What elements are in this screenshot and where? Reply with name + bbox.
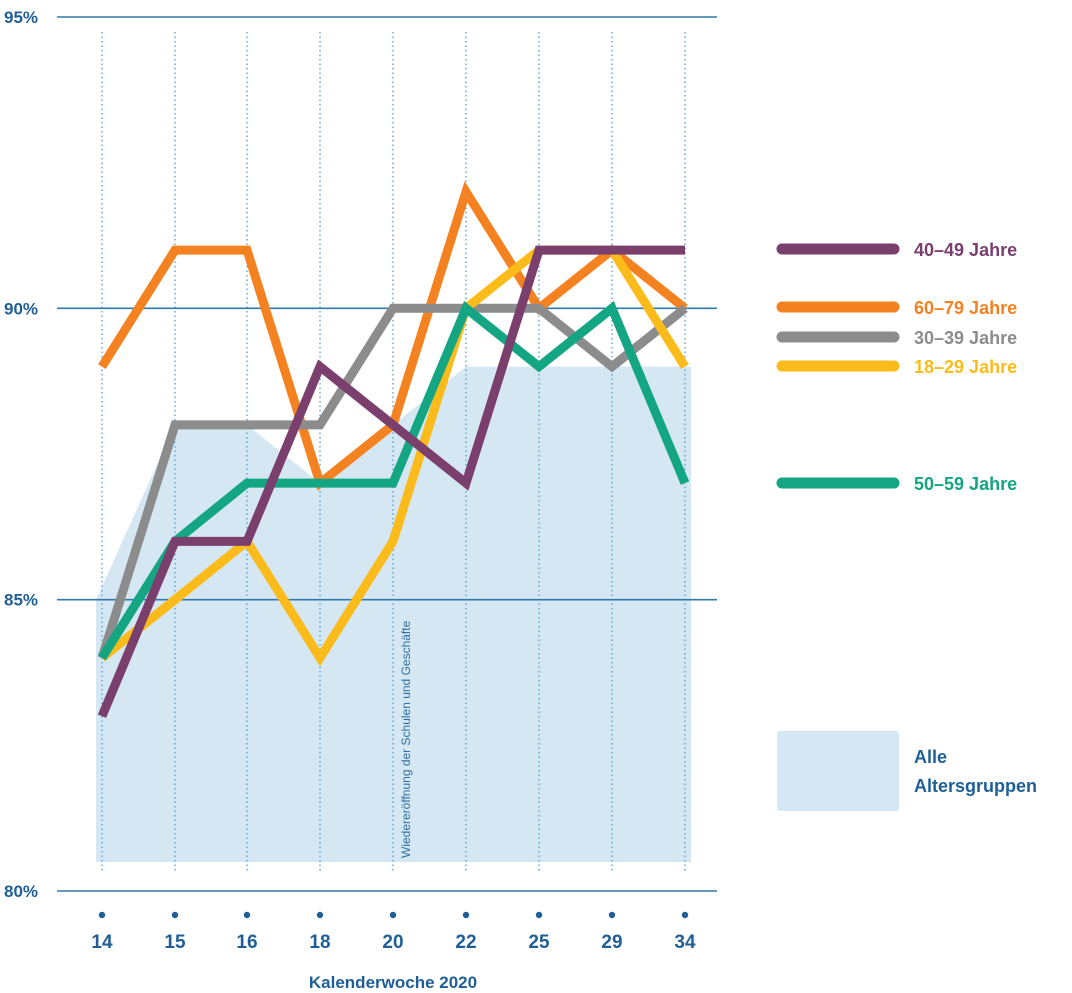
y-tick-90: 90% (4, 299, 38, 318)
x-tick-dot-14 (98, 911, 106, 919)
x-tick-18: 18 (309, 932, 330, 953)
x-tick-labels: 14 15 16 18 20 22 25 29 34 (91, 911, 696, 953)
series-line-50-59-jahre (98, 301, 690, 661)
area-layer (96, 366, 691, 862)
x-tick-20: 20 (382, 932, 403, 953)
series-line-30-39-jahre (97, 303, 688, 660)
series-line-40-49-jahre (97, 245, 685, 718)
x-tick-dot-20 (389, 911, 397, 919)
y-tick-80: 80% (4, 882, 38, 901)
legend-label-40-49-jahre: 40–49 Jahre (914, 240, 1017, 260)
x-axis-label: Kalenderwoche 2020 (309, 973, 477, 992)
x-tick-dot-22 (462, 911, 470, 919)
y-tick-85: 85% (4, 591, 38, 610)
x-tick-34: 34 (674, 932, 696, 953)
x-tick-16: 16 (236, 932, 257, 953)
x-tick-dot-29 (608, 911, 616, 919)
x-tick-dot-34 (681, 911, 689, 919)
y-tick-95: 95% (4, 8, 38, 27)
legend-label-alle-altersgruppen-line-1: Alle (914, 747, 947, 767)
legend-label-18-29-jahre: 18–29 Jahre (914, 357, 1017, 377)
x-tick-29: 29 (601, 932, 622, 953)
legend-label-50-59-jahre: 50–59 Jahre (914, 474, 1017, 494)
legend: 40–49 Jahre 60–79 Jahre 30–39 Jahre 18–29 J… (776, 240, 1037, 811)
legend-label-alle-altersgruppen-line-2: Altersgruppen (914, 776, 1037, 796)
y-tick-labels: 80% 85% 90% 95% (4, 8, 38, 901)
annotation-label: Wiedereröffnung der Schulen und Geschäft… (399, 620, 413, 858)
x-tick-dot-18 (316, 911, 324, 919)
x-tick-dot-15 (171, 911, 179, 919)
vertical-grid (101, 32, 686, 872)
x-tick-15: 15 (164, 932, 186, 953)
x-tick-dot-16 (243, 911, 251, 919)
series-layer (97, 181, 690, 718)
x-tick-14: 14 (91, 932, 113, 953)
legend-label-60-79-jahre: 60–79 Jahre (914, 298, 1017, 318)
legend-label-30-39-jahre: 30–39 Jahre (914, 328, 1017, 348)
x-tick-25: 25 (528, 932, 550, 953)
x-tick-22: 22 (455, 932, 476, 953)
x-tick-dot-25 (535, 911, 543, 919)
area-alle-altersgruppen (96, 366, 691, 862)
legend-swatch-alle-altersgruppen (777, 731, 899, 811)
